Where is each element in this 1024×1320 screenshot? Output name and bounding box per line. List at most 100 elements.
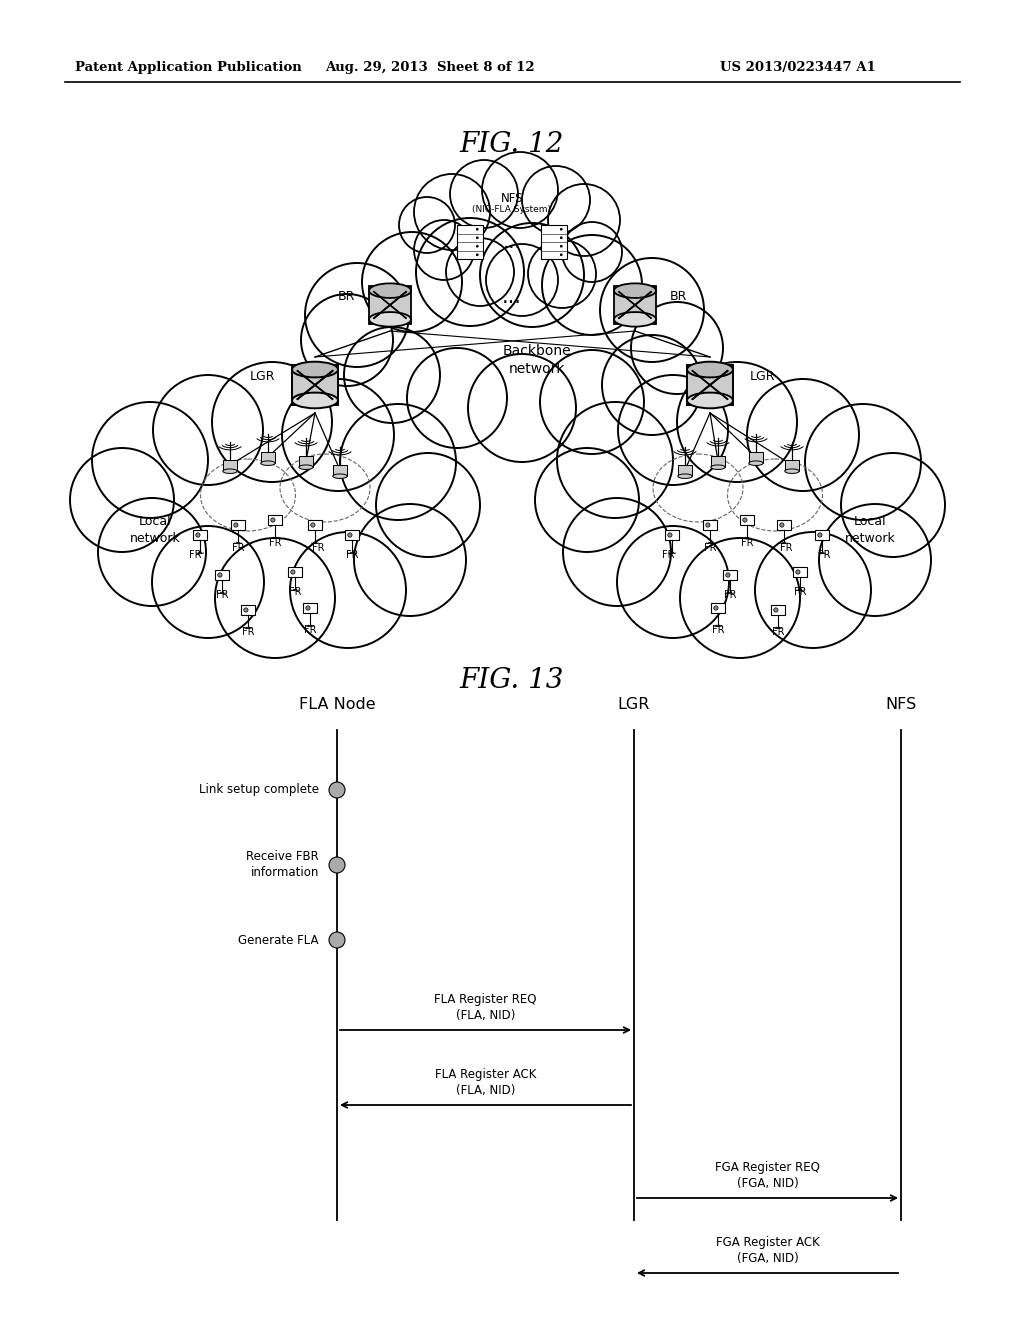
Ellipse shape — [687, 362, 733, 378]
Circle shape — [726, 573, 730, 577]
Bar — [749, 451, 763, 463]
Circle shape — [446, 238, 514, 306]
Text: BR: BR — [338, 290, 355, 304]
Bar — [303, 603, 317, 612]
Text: Local
network: Local network — [130, 515, 180, 545]
Text: ...: ... — [503, 232, 521, 252]
Bar — [815, 531, 829, 540]
Bar — [288, 568, 302, 577]
Circle shape — [480, 223, 584, 327]
Text: LGR: LGR — [250, 371, 275, 384]
Text: FR: FR — [311, 543, 325, 553]
Circle shape — [548, 183, 620, 256]
Text: Link setup complete: Link setup complete — [199, 784, 319, 796]
Circle shape — [376, 453, 480, 557]
Text: FR: FR — [772, 627, 784, 638]
Text: LGR: LGR — [617, 697, 650, 711]
Ellipse shape — [292, 362, 338, 378]
Circle shape — [742, 517, 748, 523]
Circle shape — [714, 606, 718, 610]
Text: Generate FLA: Generate FLA — [239, 933, 319, 946]
Ellipse shape — [261, 461, 275, 466]
Text: FR: FR — [818, 550, 830, 560]
Text: FLA Register REQ
(FLA, NID): FLA Register REQ (FLA, NID) — [434, 993, 537, 1022]
Circle shape — [476, 236, 478, 239]
Text: FGA Register REQ
(FGA, NID): FGA Register REQ (FGA, NID) — [715, 1162, 820, 1191]
Text: FR: FR — [740, 539, 754, 548]
Text: FR: FR — [662, 550, 674, 560]
Ellipse shape — [292, 392, 338, 408]
Circle shape — [306, 606, 310, 610]
Bar — [771, 605, 785, 615]
Circle shape — [215, 539, 335, 657]
Text: FGA Register ACK
(FGA, NID): FGA Register ACK (FGA, NID) — [716, 1236, 819, 1265]
Circle shape — [818, 533, 822, 537]
Ellipse shape — [687, 392, 733, 408]
Text: NFS: NFS — [886, 697, 916, 711]
Text: FR: FR — [188, 550, 202, 560]
Text: Aug. 29, 2013  Sheet 8 of 12: Aug. 29, 2013 Sheet 8 of 12 — [326, 62, 535, 74]
Text: ...: ... — [502, 286, 522, 308]
Bar — [711, 603, 725, 612]
Circle shape — [796, 570, 800, 574]
Bar — [345, 531, 359, 540]
Text: FR: FR — [268, 539, 282, 548]
Circle shape — [362, 232, 462, 333]
Circle shape — [340, 404, 456, 520]
Circle shape — [540, 350, 644, 454]
Circle shape — [600, 257, 705, 362]
Circle shape — [196, 533, 200, 537]
Circle shape — [560, 246, 562, 248]
Ellipse shape — [369, 284, 411, 298]
Bar — [541, 224, 567, 259]
Ellipse shape — [678, 474, 692, 478]
Bar — [299, 455, 313, 467]
Text: FR: FR — [712, 624, 724, 635]
Ellipse shape — [333, 474, 347, 478]
Bar — [703, 520, 717, 529]
Bar — [308, 520, 322, 529]
Text: FR: FR — [216, 590, 228, 601]
Text: FR: FR — [346, 550, 358, 560]
Bar — [369, 286, 411, 323]
Circle shape — [310, 523, 315, 527]
Circle shape — [218, 573, 222, 577]
Circle shape — [560, 228, 562, 231]
Text: FIG. 12: FIG. 12 — [460, 132, 564, 158]
Circle shape — [755, 532, 871, 648]
Ellipse shape — [614, 284, 656, 298]
Circle shape — [407, 348, 507, 447]
Circle shape — [354, 504, 466, 616]
Ellipse shape — [711, 465, 725, 470]
Bar — [784, 459, 799, 471]
Bar — [793, 568, 807, 577]
Circle shape — [305, 263, 409, 367]
Circle shape — [468, 354, 575, 462]
Circle shape — [486, 244, 558, 315]
Text: Receive FBR
information: Receive FBR information — [246, 850, 319, 879]
Bar — [292, 364, 338, 405]
Ellipse shape — [223, 469, 238, 474]
Circle shape — [774, 607, 778, 612]
Bar — [740, 515, 754, 525]
Circle shape — [291, 570, 295, 574]
Text: Patent Application Publication: Patent Application Publication — [75, 62, 302, 74]
Text: US 2013/0223447 A1: US 2013/0223447 A1 — [720, 62, 876, 74]
Ellipse shape — [749, 461, 763, 466]
Bar — [231, 520, 245, 529]
Text: FR: FR — [242, 627, 254, 638]
Circle shape — [779, 523, 784, 527]
Bar — [614, 286, 656, 323]
Bar — [333, 465, 347, 477]
Text: FLA Node: FLA Node — [299, 697, 376, 711]
Text: FIG. 13: FIG. 13 — [460, 667, 564, 693]
Circle shape — [98, 498, 206, 606]
Circle shape — [70, 447, 174, 552]
Bar — [723, 570, 737, 579]
Bar — [215, 570, 229, 579]
Bar — [665, 531, 679, 540]
Circle shape — [563, 498, 671, 606]
Circle shape — [706, 523, 710, 527]
Circle shape — [212, 362, 332, 482]
Ellipse shape — [369, 312, 411, 326]
